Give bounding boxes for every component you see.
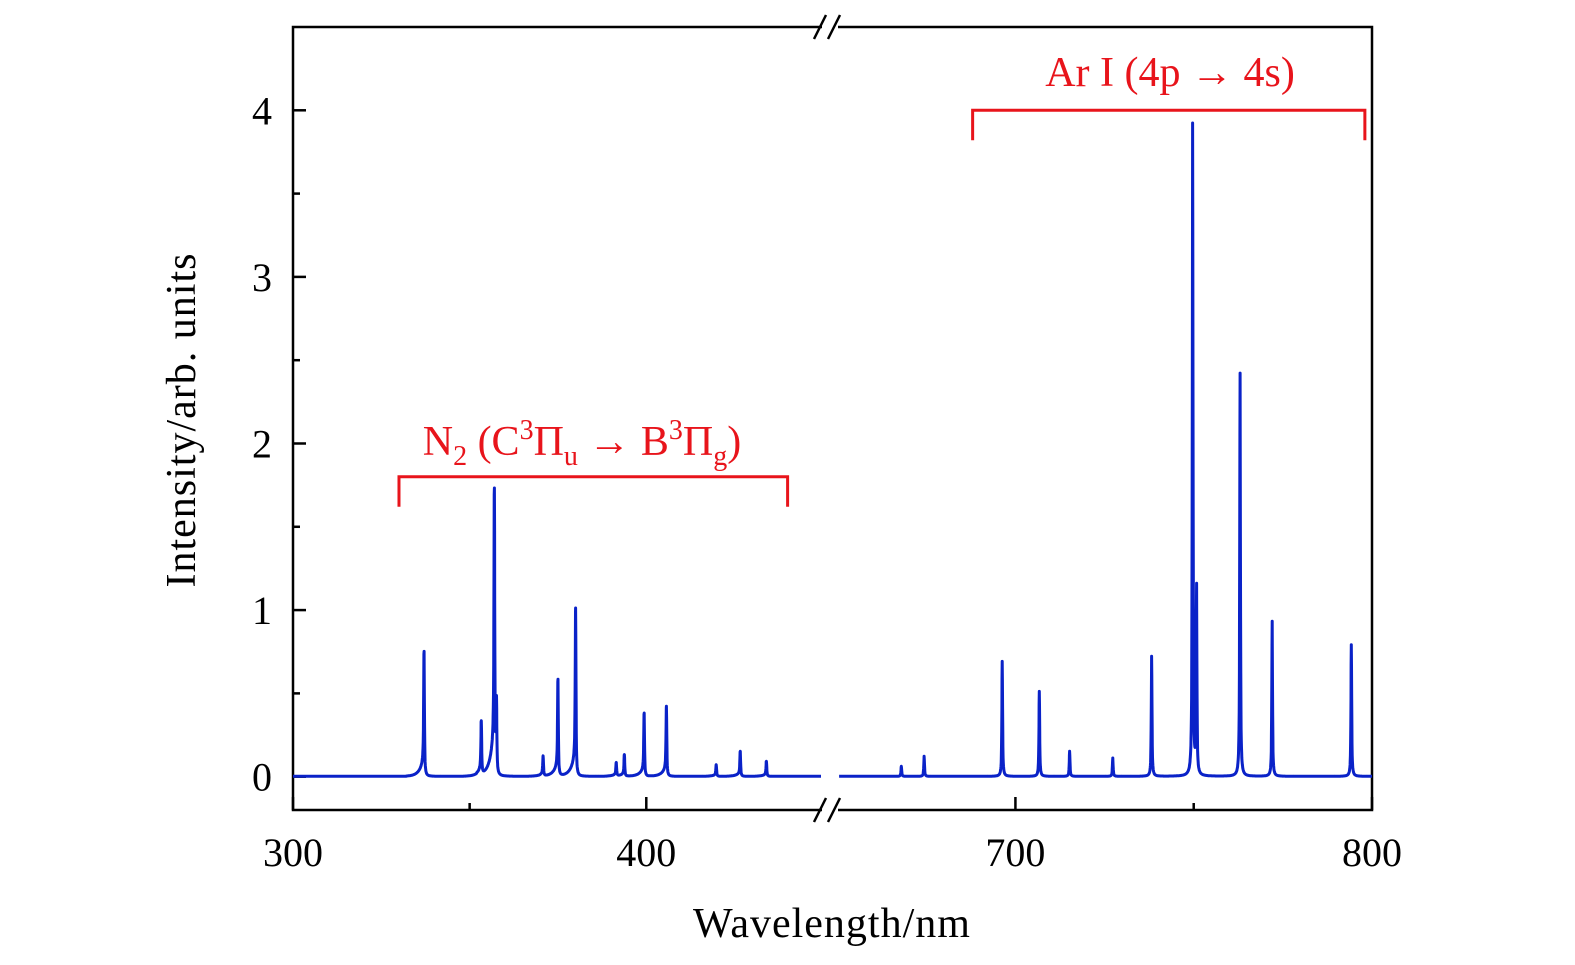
plot-frame <box>291 13 1374 824</box>
n2-bracket <box>397 475 790 507</box>
x-tick-label: 700 <box>985 830 1045 875</box>
spectrum-line-segment-1 <box>291 486 823 778</box>
tick-labels: 0 1 2 3 4 300 400 700 800 <box>252 88 1402 875</box>
ar-bracket <box>971 108 1367 141</box>
y-tick-label: 2 <box>252 421 272 466</box>
spectrum-line-segment-2 <box>837 121 1374 778</box>
spectrum-lines <box>291 121 1374 778</box>
ar-annotation: Ar I (4p → 4s) <box>1045 50 1295 96</box>
y-tick-label: 4 <box>252 88 272 133</box>
x-tick-label: 800 <box>1342 830 1402 875</box>
x-tick-label: 400 <box>616 830 676 875</box>
axis-break-gap <box>822 13 838 41</box>
y-tick-label: 0 <box>252 755 272 800</box>
n2-annotation: N2 (C3Πu → B3Πg) <box>423 415 742 472</box>
axis-frame <box>291 25 1374 812</box>
y-tick-label: 3 <box>252 255 272 300</box>
axis-break-bottom <box>812 797 842 823</box>
y-tick-label: 1 <box>252 588 272 633</box>
annotation-brackets <box>397 108 1367 507</box>
x-tick-label: 300 <box>263 830 323 875</box>
y-axis-label: Intensity/arb. units <box>159 253 205 588</box>
axis-break-gap <box>822 796 838 824</box>
x-axis-label: Wavelength/nm <box>693 901 971 947</box>
axis-break-top <box>812 14 842 40</box>
